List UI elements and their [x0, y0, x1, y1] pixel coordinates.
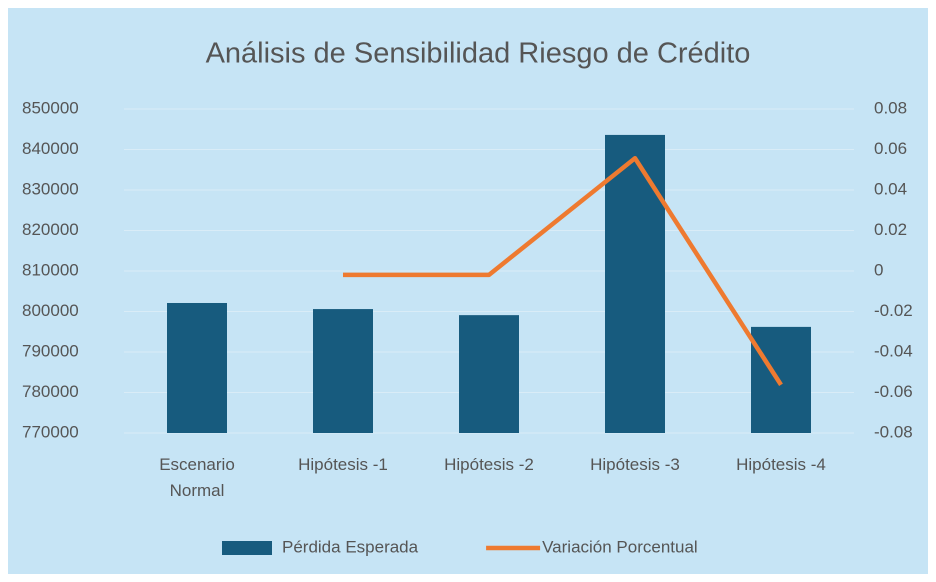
- x-tick-label: Hipótesis -3: [590, 455, 680, 474]
- legend-swatch: [222, 541, 272, 555]
- y2-tick-label: -0.02: [874, 301, 913, 320]
- y2-tick-label: 0.08: [874, 98, 907, 117]
- x-tick-label: Hipótesis -1: [298, 455, 388, 474]
- x-tick-label: Escenario Normal: [159, 455, 235, 500]
- chart-title: Análisis de Sensibilidad Riesgo de Crédi…: [206, 38, 751, 70]
- y-tick-label: 770000: [22, 422, 79, 441]
- bar: [167, 302, 227, 433]
- y-tick-label: 840000: [22, 139, 79, 158]
- legend-label: Pérdida Esperada: [282, 537, 419, 556]
- bar: [459, 315, 519, 433]
- x-tick-label: Hipótesis -4: [736, 455, 826, 474]
- y2-tick-label: 0: [874, 260, 883, 279]
- y-tick-label: 850000: [22, 98, 79, 117]
- y-tick-label: 780000: [22, 382, 79, 401]
- y-tick-label: 790000: [22, 341, 79, 360]
- bar: [751, 326, 811, 433]
- y2-tick-label: 0.06: [874, 139, 907, 158]
- y-tick-label: 800000: [22, 301, 79, 320]
- y2-tick-label: -0.04: [874, 341, 913, 360]
- y2-tick-label: 0.02: [874, 220, 907, 239]
- y-tick-label: 820000: [22, 220, 79, 239]
- bar: [313, 309, 373, 433]
- y-tick-label: 810000: [22, 260, 79, 279]
- legend-label: Variación Porcentual: [542, 537, 698, 556]
- line: [343, 155, 783, 387]
- bar: [605, 134, 665, 434]
- x-tick-label: Hipótesis -2: [444, 455, 534, 474]
- chart-background: [8, 8, 928, 574]
- y2-tick-label: -0.08: [874, 422, 913, 441]
- y2-tick-label: -0.06: [874, 382, 913, 401]
- y2-tick-label: 0.04: [874, 179, 907, 198]
- y-tick-label: 830000: [22, 179, 79, 198]
